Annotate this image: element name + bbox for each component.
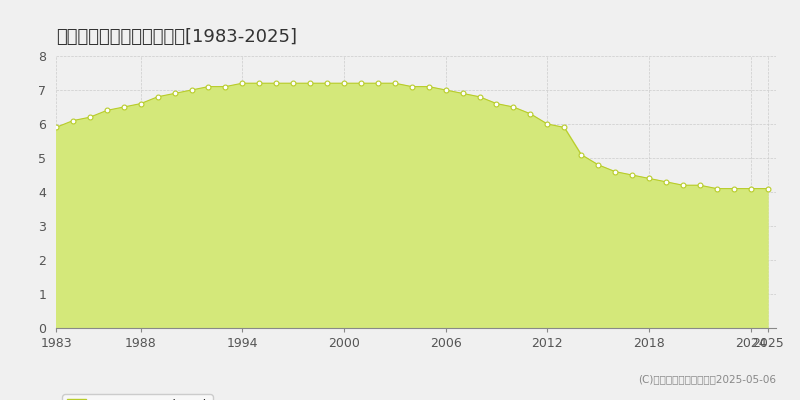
Text: (C)土地価格ドットコム　2025-05-06: (C)土地価格ドットコム 2025-05-06 <box>638 374 776 384</box>
Text: 防府市佐野　公示地価推移[1983-2025]: 防府市佐野 公示地価推移[1983-2025] <box>56 28 297 46</box>
Legend: 公示地価　平均坊単価(万円/坊): 公示地価 平均坊単価(万円/坊) <box>62 394 213 400</box>
